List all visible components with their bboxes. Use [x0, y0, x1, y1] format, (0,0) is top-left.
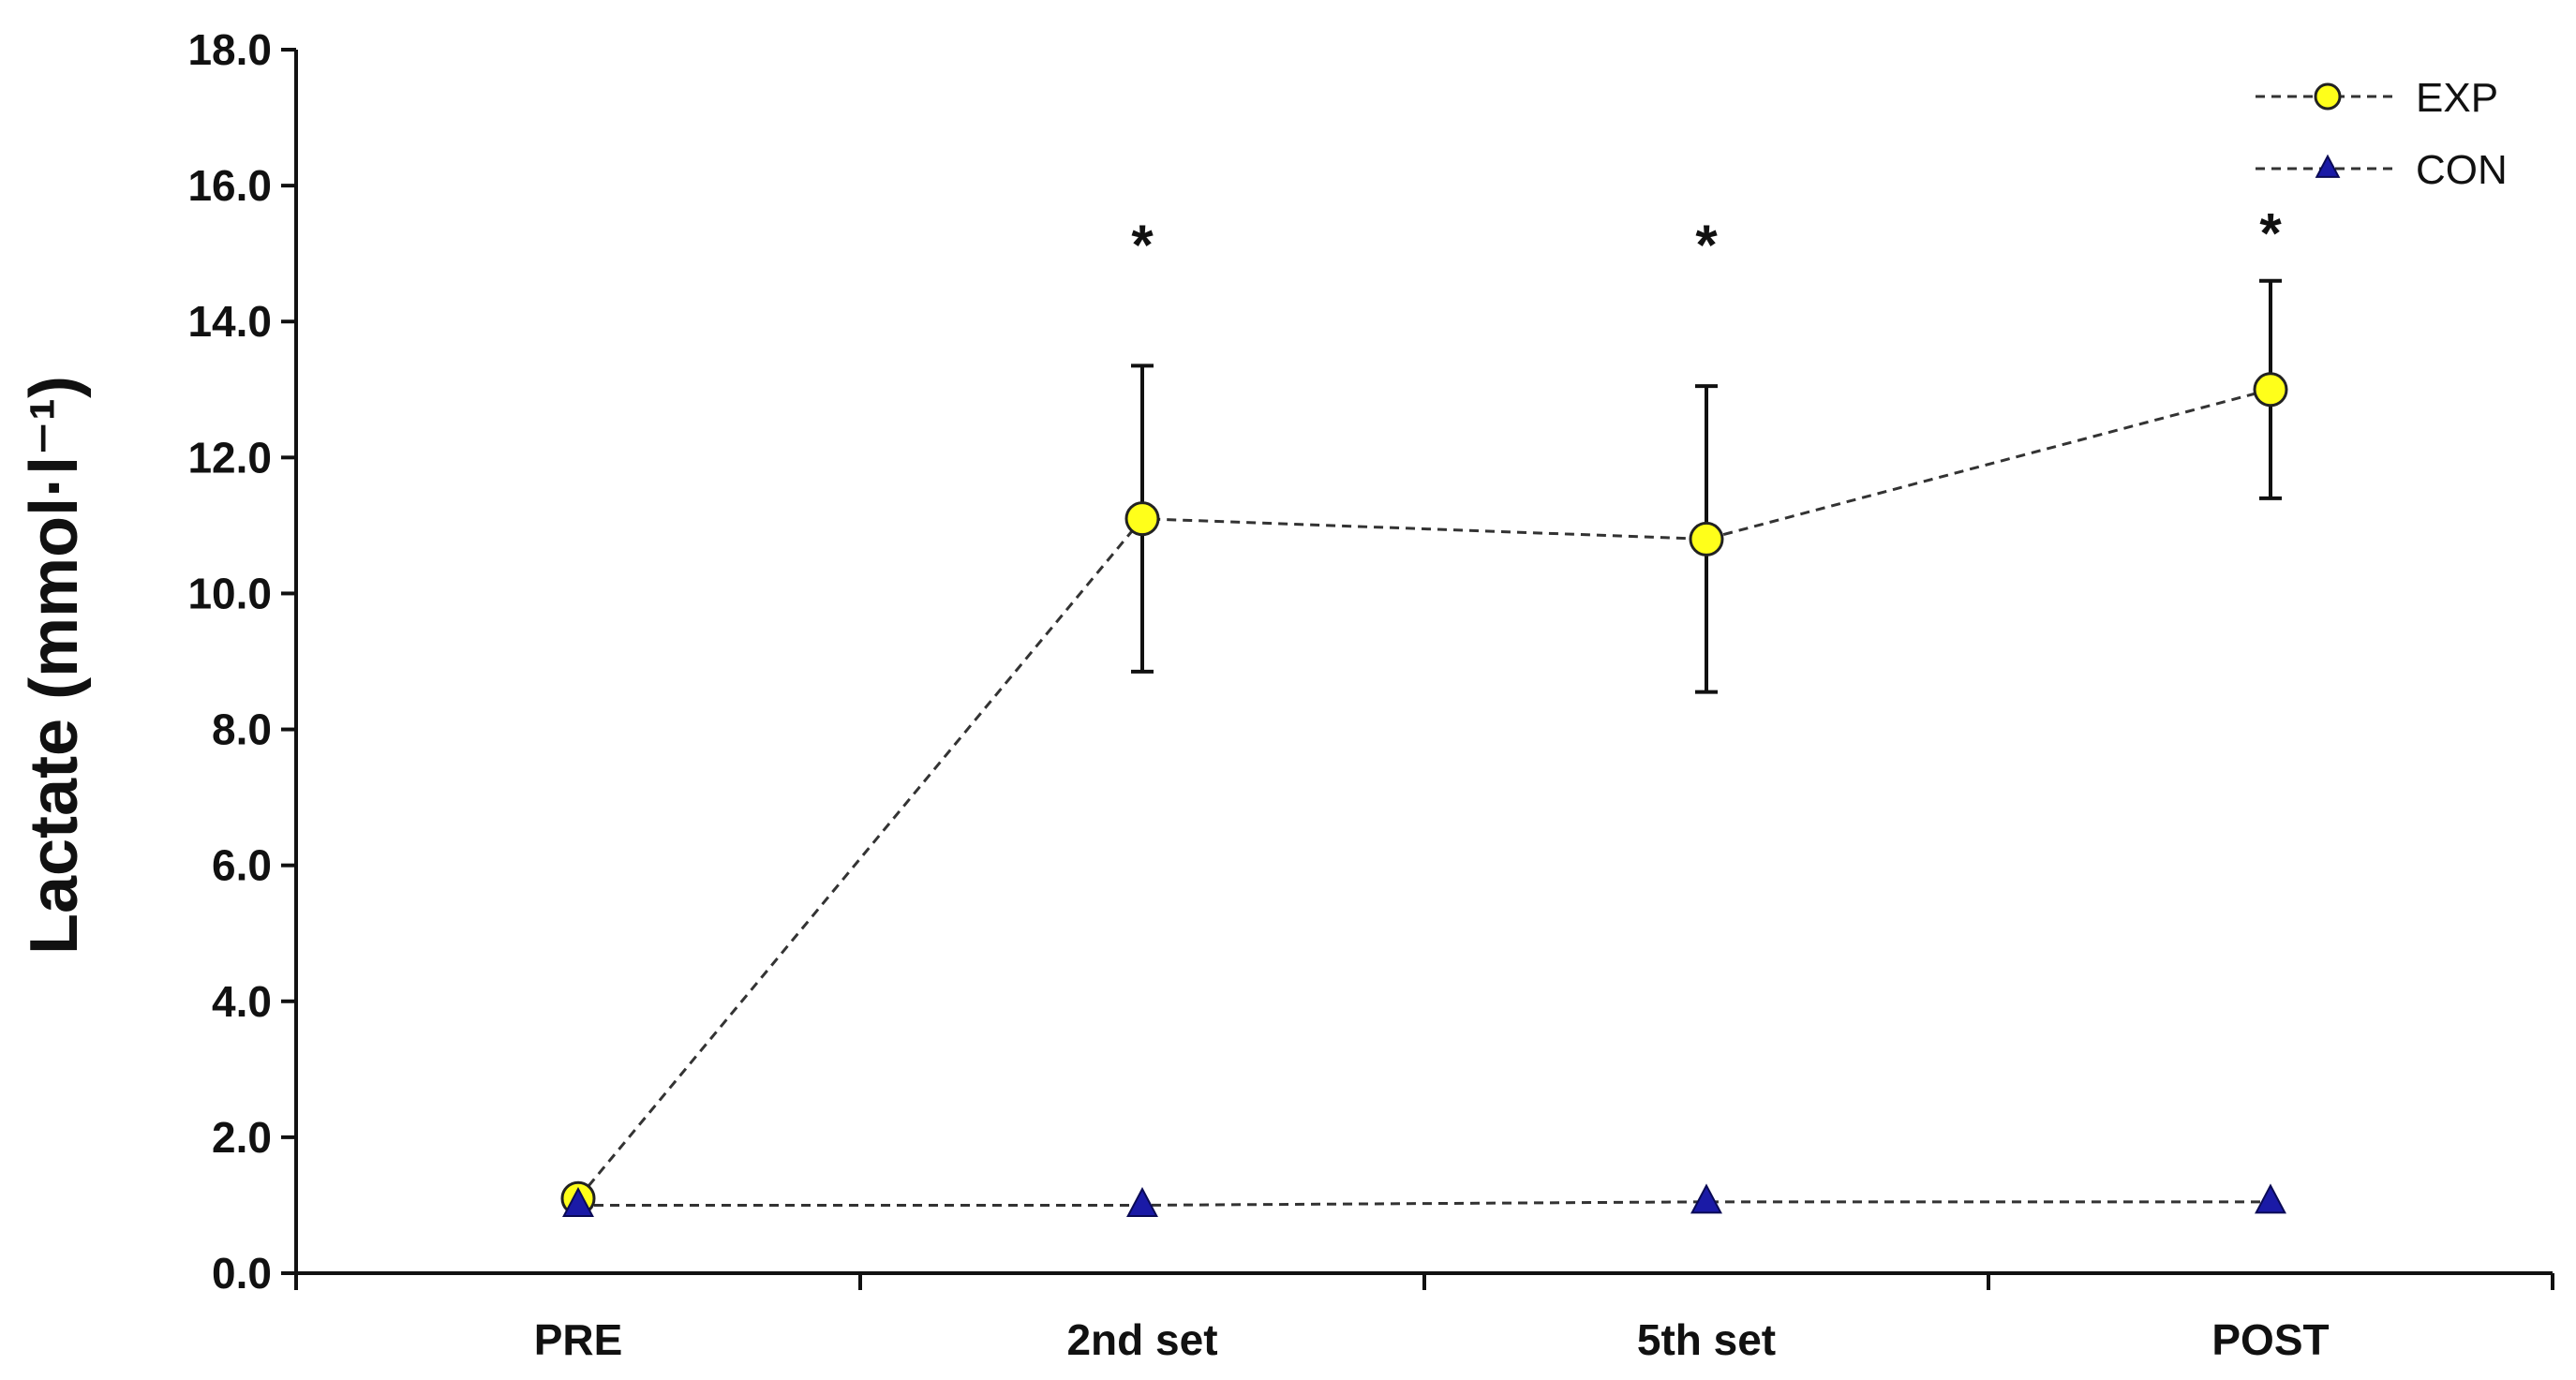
legend: EXP CON [2256, 75, 2508, 193]
y-tick-label: 14.0 [187, 297, 272, 346]
y-tick-label: 0.0 [212, 1249, 272, 1298]
data-point-con [1690, 1183, 1722, 1214]
significance-star: * [2259, 202, 2282, 265]
series-line-con [578, 1200, 2271, 1207]
y-tick-label: 2.0 [212, 1113, 272, 1162]
y-tick-label: 18.0 [187, 25, 272, 74]
plot-area [560, 278, 2288, 1218]
x-ticks: PRE 2nd set 5th set POST [294, 1273, 2554, 1364]
y-tick-label: 10.0 [187, 569, 272, 617]
significance-markers: * * * [1131, 202, 2282, 276]
data-point-exp [2253, 372, 2288, 408]
x-tick-label: 2nd set [1066, 1315, 1217, 1364]
x-tick-label: PRE [534, 1315, 623, 1364]
data-point-con [562, 1186, 594, 1218]
y-axis-label: Lactate (mmol·l⁻¹) [17, 376, 92, 955]
legend-label-exp: EXP [2416, 75, 2498, 121]
significance-star: * [1695, 214, 1718, 276]
data-point-exp [1689, 521, 1724, 556]
y-tick-label: 6.0 [212, 841, 272, 890]
legend-label-con: CON [2416, 147, 2508, 193]
y-tick-label: 16.0 [187, 161, 272, 210]
y-tick-label: 12.0 [187, 433, 272, 482]
data-point-con [2255, 1183, 2286, 1214]
legend-marker-con [2315, 154, 2341, 178]
y-axis: 0.0 2.0 4.0 6.0 8.0 10.0 12.0 14.0 16.0 18.0 [187, 25, 298, 1298]
x-axis: PRE 2nd set 5th set POST [294, 1271, 2554, 1364]
x-tick-label: POST [2211, 1315, 2329, 1364]
data-point-exp [1124, 501, 1160, 537]
y-tick-label: 4.0 [212, 977, 272, 1026]
y-tick-label: 8.0 [212, 705, 272, 754]
series-line-exp [576, 388, 2271, 1200]
data-point-con [1126, 1186, 1158, 1218]
legend-marker-exp [2314, 82, 2342, 111]
y-ticks: 0.0 2.0 4.0 6.0 8.0 10.0 12.0 14.0 16.0 18.0 [187, 25, 296, 1298]
significance-star: * [1131, 214, 1154, 276]
x-tick-label: 5th set [1637, 1315, 1776, 1364]
